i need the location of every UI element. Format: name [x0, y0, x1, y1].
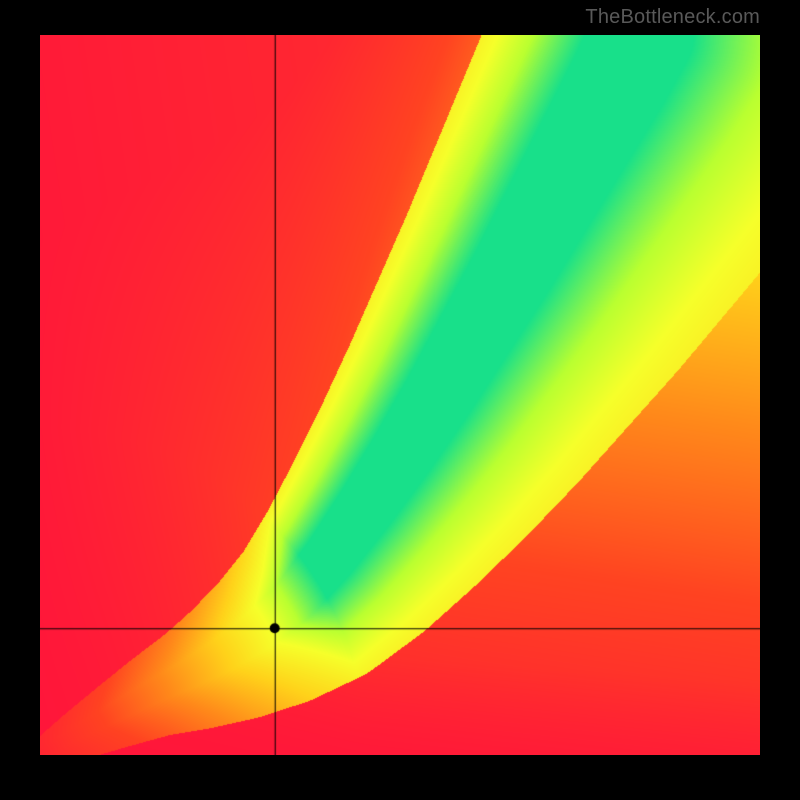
heatmap-canvas: [40, 35, 760, 755]
heatmap-plot: [40, 35, 760, 755]
watermark-text: TheBottleneck.com: [585, 6, 760, 29]
